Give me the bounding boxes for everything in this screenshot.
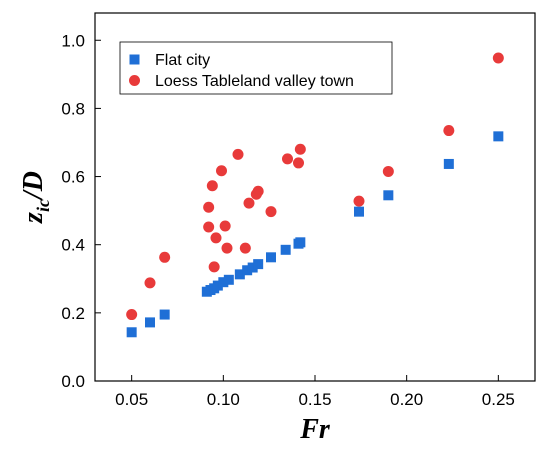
data-point-square <box>234 269 245 280</box>
legend-marker-loess-town <box>129 75 140 86</box>
series-loess-town <box>126 52 504 321</box>
data-point-circle <box>353 195 365 207</box>
data-point-circle <box>203 201 215 213</box>
data-point-square <box>212 280 223 291</box>
y-axis: 0.0 0.2 0.4 0.6 0.8 1.0 <box>61 31 101 391</box>
data-point-square <box>242 265 253 276</box>
data-point-circle <box>144 277 156 289</box>
y-tick-label: 1.0 <box>61 31 85 50</box>
data-series <box>126 52 504 338</box>
data-point-square <box>354 206 364 217</box>
data-point-square <box>383 190 394 201</box>
data-point-circle <box>492 52 504 64</box>
x-tick-label: 0.20 <box>390 390 423 409</box>
x-tick-label: 0.10 <box>207 390 240 409</box>
data-point-circle <box>216 165 227 177</box>
data-point-circle <box>221 242 233 254</box>
data-point-square <box>443 158 454 169</box>
y-tick-label: 0.8 <box>61 99 85 118</box>
data-point-square <box>218 277 229 288</box>
x-tick-label: 0.05 <box>115 390 148 409</box>
data-point-circle <box>232 148 244 160</box>
legend-label-flat-city: Flat city <box>155 52 210 69</box>
data-point-square <box>159 309 170 320</box>
data-point-square <box>266 252 276 263</box>
data-point-circle <box>208 261 220 273</box>
data-point-square <box>493 131 504 142</box>
legend-label-loess-town: Loess Tableland valley town <box>155 73 354 90</box>
data-point-circle <box>243 197 255 209</box>
y-tick-label: 0.6 <box>61 168 85 187</box>
data-point-circle <box>265 206 277 218</box>
data-point-circle <box>382 165 394 177</box>
data-point-circle <box>219 220 231 232</box>
data-point-square <box>247 262 258 273</box>
legend-box <box>119 41 393 95</box>
y-axis-title-subscript: ic <box>33 199 53 212</box>
data-point-circle <box>282 153 293 165</box>
legend-marker-flat-city <box>129 54 140 65</box>
data-point-circle <box>239 242 251 254</box>
data-point-circle <box>206 180 218 192</box>
y-axis-title: zic/D <box>18 171 53 224</box>
y-tick-label: 0.2 <box>61 304 85 323</box>
data-point-circle <box>159 251 171 263</box>
data-point-circle <box>252 185 264 197</box>
data-point-square <box>223 274 234 285</box>
x-tick-label: 0.15 <box>298 390 331 409</box>
data-point-circle <box>294 143 306 155</box>
data-point-circle <box>203 221 215 233</box>
data-point-square <box>280 244 291 255</box>
data-point-square <box>253 259 264 270</box>
data-point-square <box>295 237 306 248</box>
legend: Flat city Loess Tableland valley town <box>119 41 393 95</box>
data-point-circle <box>126 309 138 321</box>
data-point-square <box>145 317 155 328</box>
data-point-circle <box>443 125 455 137</box>
series-flat-city <box>126 131 504 338</box>
y-tick-label: 0.0 <box>61 372 85 391</box>
data-point-square <box>126 327 137 338</box>
y-tick-label: 0.4 <box>61 236 85 255</box>
data-point-circle <box>210 232 222 244</box>
x-axis: 0.05 0.10 0.15 0.20 0.25 <box>115 375 515 409</box>
data-point-circle <box>293 157 304 169</box>
x-axis-title: Fr <box>299 414 331 445</box>
x-tick-label: 0.25 <box>482 390 515 409</box>
